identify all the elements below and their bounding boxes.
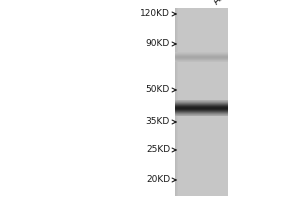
Text: 90KD: 90KD	[146, 40, 170, 48]
Text: A549: A549	[212, 0, 236, 6]
Text: 35KD: 35KD	[146, 117, 170, 127]
Text: 20KD: 20KD	[146, 176, 170, 184]
Text: 120KD: 120KD	[140, 9, 170, 19]
Text: 25KD: 25KD	[146, 146, 170, 154]
Text: 50KD: 50KD	[146, 86, 170, 95]
